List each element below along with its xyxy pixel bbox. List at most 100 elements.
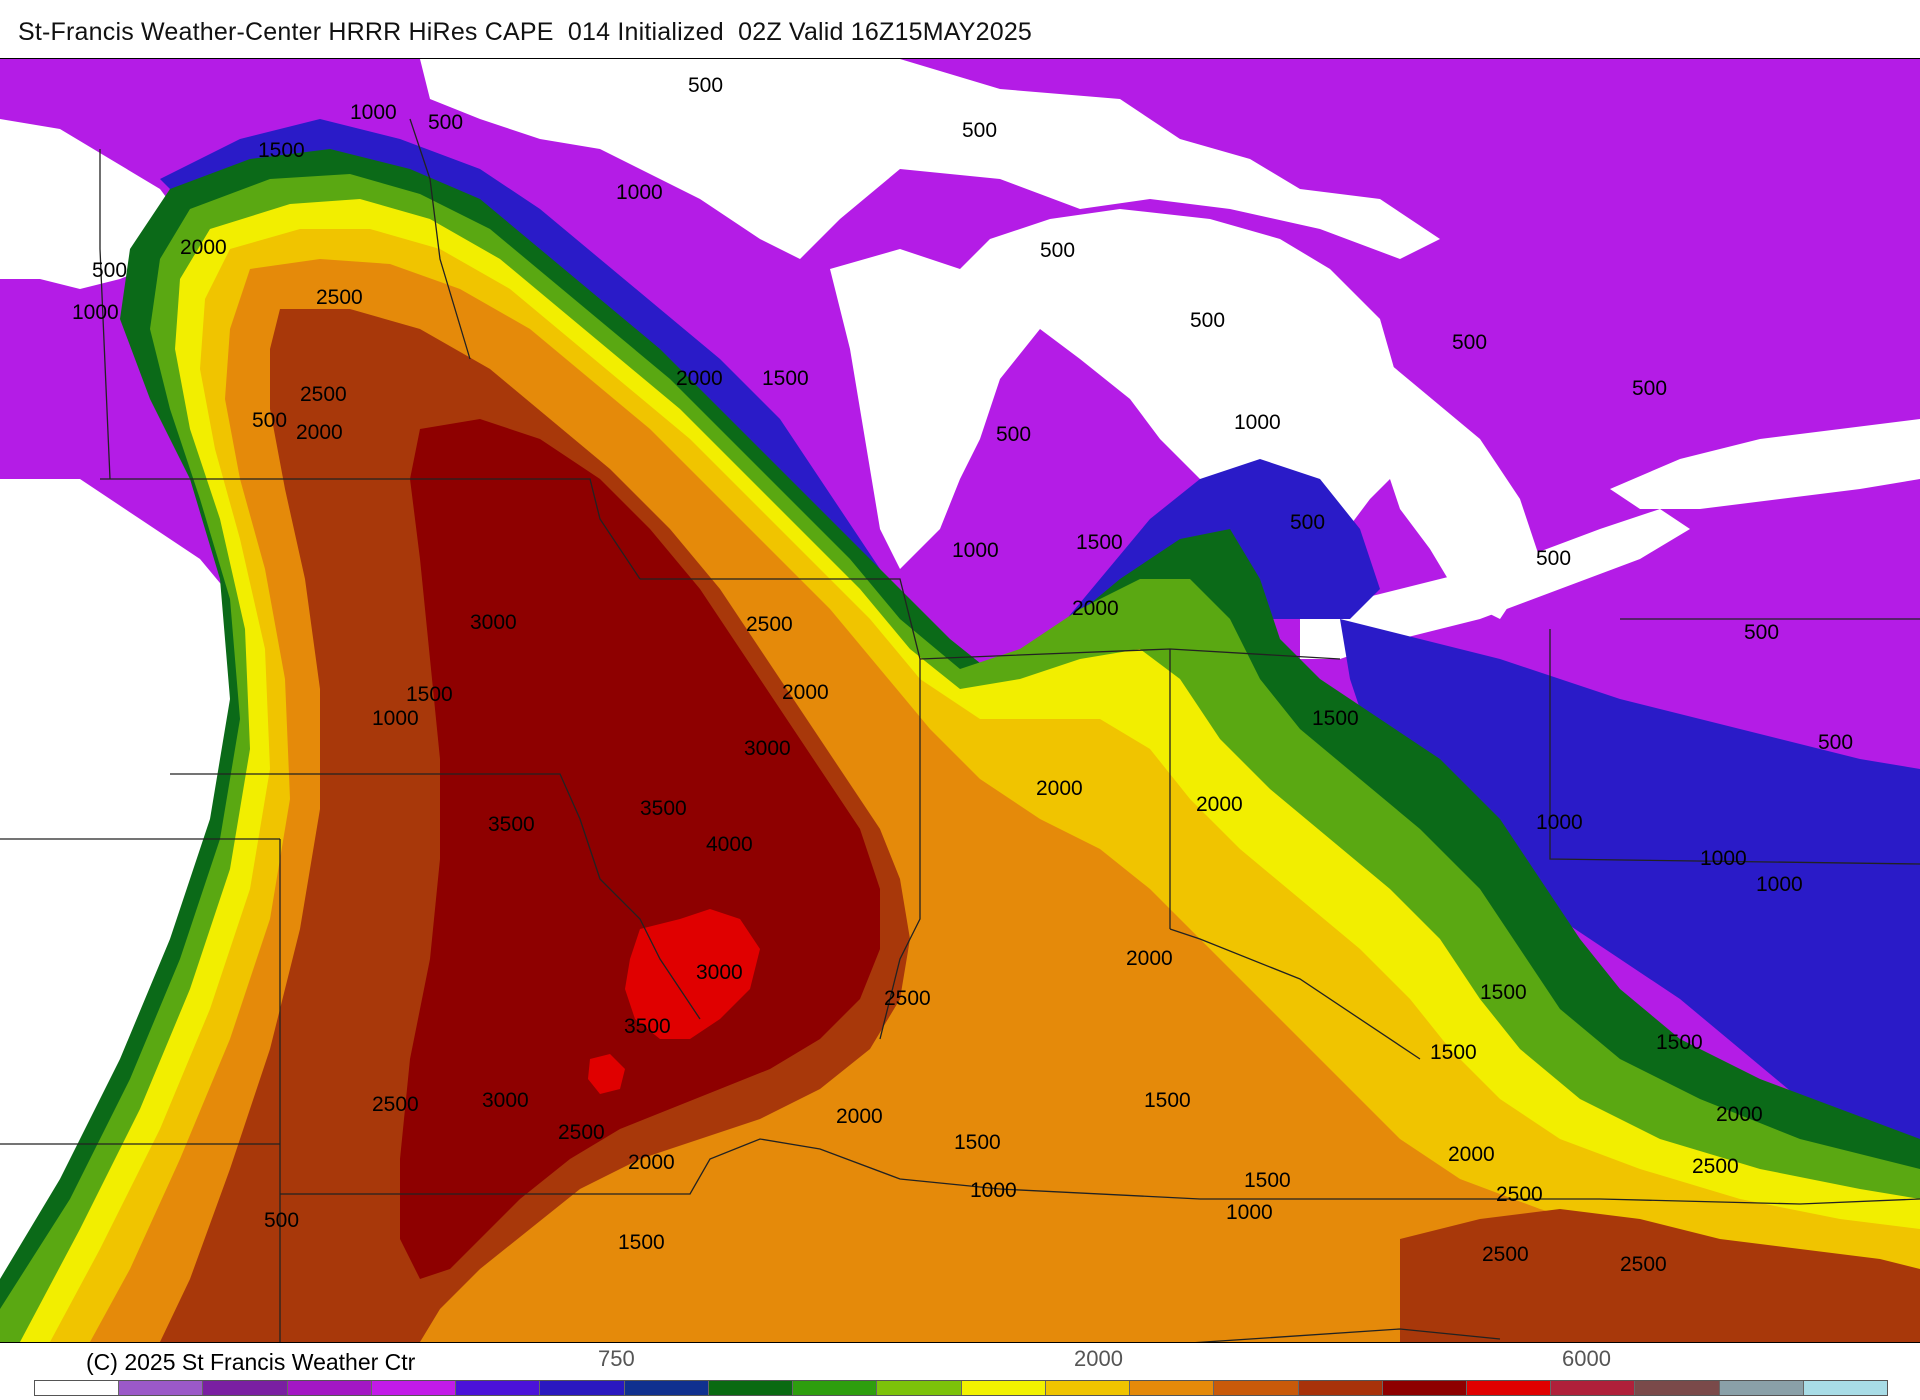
lake-ontario-white xyxy=(1610,419,1920,509)
contour-label: 500 xyxy=(92,259,127,282)
colorbar-swatch xyxy=(877,1381,962,1395)
contour-label: 500 xyxy=(1632,377,1667,400)
contour-label: 2000 xyxy=(1196,793,1243,816)
contour-label: 1500 xyxy=(1312,707,1359,730)
contour-label: 500 xyxy=(428,111,463,134)
colorbar-swatch xyxy=(371,1381,457,1395)
contour-label: 1000 xyxy=(970,1179,1017,1202)
contour-label: 2500 xyxy=(746,613,793,636)
colorbar-swatch xyxy=(1551,1381,1636,1395)
contour-label: 1500 xyxy=(258,139,305,162)
contour-label: 1000 xyxy=(1700,847,1747,870)
colorbar-swatch xyxy=(119,1381,204,1395)
contour-label: 500 xyxy=(1190,309,1225,332)
state-borders xyxy=(0,118,1920,1342)
contour-label: 2500 xyxy=(1496,1183,1543,1206)
contour-label: 2000 xyxy=(1072,597,1119,620)
colorbar-swatch xyxy=(1803,1381,1888,1395)
contour-label: 1500 xyxy=(618,1231,665,1254)
colorbar-swatch xyxy=(624,1381,709,1395)
colorbar-swatch xyxy=(1045,1381,1131,1395)
contour-label: 2000 xyxy=(836,1105,883,1128)
contour-label: 2500 xyxy=(1692,1155,1739,1178)
contour-label: 500 xyxy=(1290,511,1325,534)
contour-label: 1000 xyxy=(1226,1201,1273,1224)
red-small-spot xyxy=(588,1054,625,1094)
colorbar-tick-label: 6000 xyxy=(1562,1346,1611,1371)
colorbar-swatch xyxy=(456,1381,541,1395)
contour-label: 2000 xyxy=(1716,1103,1763,1126)
colorbar-swatch xyxy=(1635,1381,1720,1395)
contour-label: 1500 xyxy=(406,683,453,706)
colorbar-tick-label: 750 xyxy=(598,1346,635,1371)
copyright-text: (C) 2025 St Francis Weather Ctr xyxy=(86,1349,416,1375)
contour-label: 500 xyxy=(252,409,287,432)
contour-label: 3000 xyxy=(482,1089,529,1112)
contour-label: 2500 xyxy=(372,1093,419,1116)
contour-label: 2000 xyxy=(1126,947,1173,970)
contour-label: 500 xyxy=(1536,547,1571,570)
contour-label: 1000 xyxy=(1234,411,1281,434)
contour-label: 1500 xyxy=(762,367,809,390)
contour-label: 1500 xyxy=(1430,1041,1477,1064)
contour-label: 2500 xyxy=(300,383,347,406)
contour-label: 500 xyxy=(688,74,723,97)
contour-label: 1500 xyxy=(1144,1089,1191,1112)
colorbar-swatch xyxy=(1298,1381,1383,1395)
contour-label: 1500 xyxy=(954,1131,1001,1154)
colorbar-swatch xyxy=(35,1381,120,1395)
colorbar-swatch xyxy=(961,1381,1046,1395)
contour-label: 500 xyxy=(1818,731,1853,754)
contour-label: 2500 xyxy=(884,987,931,1010)
lake-huron-white xyxy=(1280,299,1540,619)
contour-label: 3500 xyxy=(640,797,687,820)
contour-label: 500 xyxy=(1040,239,1075,262)
colorbar-tick-label: 2000 xyxy=(1074,1346,1123,1371)
contour-label: 500 xyxy=(962,119,997,142)
contour-label: 2000 xyxy=(1448,1143,1495,1166)
contour-label: 500 xyxy=(1452,331,1487,354)
contour-label: 3000 xyxy=(696,961,743,984)
contour-label: 3000 xyxy=(744,737,791,760)
lake-erie-white xyxy=(1300,509,1690,659)
colorbar-swatch xyxy=(287,1381,372,1395)
contour-labels: 500 500 500 1000 1500 1000 2000 500 1000… xyxy=(72,74,1853,1276)
contour-label: 1000 xyxy=(616,181,663,204)
contour-label: 2000 xyxy=(782,681,829,704)
contour-label: 3500 xyxy=(488,813,535,836)
colorbar-swatch xyxy=(1466,1381,1552,1395)
contour-label: 1500 xyxy=(1076,531,1123,554)
contour-label: 1000 xyxy=(1756,873,1803,896)
colorbar-swatch xyxy=(793,1381,878,1395)
colorbar-swatch xyxy=(1382,1381,1467,1395)
contour-label: 1000 xyxy=(1536,811,1583,834)
contour-label: 500 xyxy=(264,1209,299,1232)
contour-label: 2000 xyxy=(628,1151,675,1174)
contour-label: 2500 xyxy=(558,1121,605,1144)
contour-label: 2000 xyxy=(296,421,343,444)
contour-label: 2500 xyxy=(1620,1253,1667,1276)
contour-label: 1500 xyxy=(1656,1031,1703,1054)
colorbar-swatch xyxy=(1719,1381,1804,1395)
colorbar-swatch xyxy=(203,1381,288,1395)
contour-label: 2000 xyxy=(180,236,227,259)
contour-label: 1000 xyxy=(350,101,397,124)
contour-label: 500 xyxy=(996,423,1031,446)
southeast-rust-blob xyxy=(1400,1209,1920,1342)
contour-label: 2000 xyxy=(676,367,723,390)
cape-map: 500 500 500 1000 1500 1000 2000 500 1000… xyxy=(0,58,1920,1343)
contour-label: 1500 xyxy=(1244,1169,1291,1192)
map-title: St-Francis Weather-Center HRRR HiRes CAP… xyxy=(18,18,1033,46)
contour-label: 2000 xyxy=(1036,777,1083,800)
cape-map-svg: 500 500 500 1000 1500 1000 2000 500 1000… xyxy=(0,59,1920,1342)
lake-superior-white xyxy=(420,59,1440,259)
colorbar-swatch xyxy=(708,1381,794,1395)
colorbar-swatch xyxy=(1214,1381,1299,1395)
contour-label: 2500 xyxy=(1482,1243,1529,1266)
contour-label: 1000 xyxy=(72,301,119,324)
colorbar-swatch xyxy=(1130,1381,1215,1395)
cape-colorbar xyxy=(34,1380,1888,1396)
darkred-core-region xyxy=(400,419,880,1279)
east-blue-region xyxy=(1340,619,1920,1179)
contour-label: 3500 xyxy=(624,1015,671,1038)
